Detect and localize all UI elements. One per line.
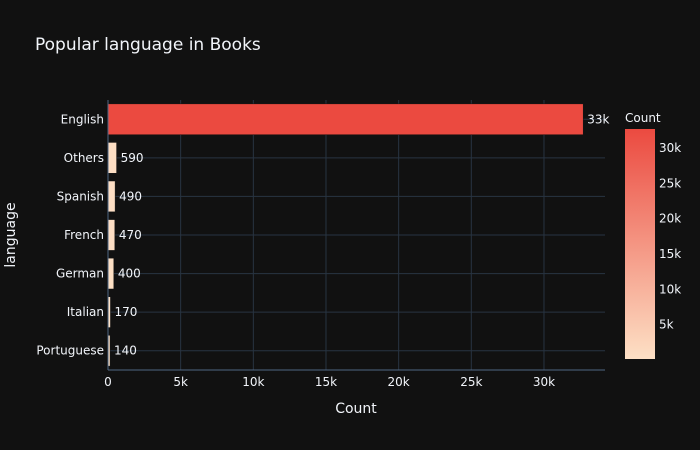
y-tick-label: French (64, 228, 104, 242)
bar-german (107, 257, 115, 290)
data-labels: 33k 590 490 470 400 170 140 (114, 112, 609, 357)
bar-spanish (107, 180, 116, 213)
x-tick-label: 20k (388, 375, 410, 389)
colorbar-tick-label: 25k (659, 176, 681, 190)
x-axis-title: Count (335, 401, 377, 417)
bar-french (107, 219, 116, 251)
gridlines (108, 100, 605, 370)
bar-others (107, 142, 117, 174)
y-tick-label: Portuguese (36, 344, 104, 358)
colorbar-tick-label: 10k (659, 282, 681, 296)
x-tick-label: 0 (104, 375, 112, 389)
y-axis-title: language (3, 202, 19, 267)
data-label: 490 (119, 189, 142, 203)
y-tick-label: German (56, 267, 104, 281)
y-tick-label: Others (64, 151, 104, 165)
data-label: 470 (119, 228, 142, 242)
y-tick-label: Italian (67, 305, 104, 319)
colorbar-tick-label: 20k (659, 212, 681, 226)
colorbar-title: Count (625, 111, 661, 125)
colorbar-gradient (625, 129, 655, 359)
colorbar-tick-label: 15k (659, 247, 681, 261)
x-tick-label: 25k (460, 375, 482, 389)
y-tick-label: English (61, 112, 104, 126)
x-tick-label: 5k (173, 375, 188, 389)
x-tick-labels: 0 5k 10k 15k 20k 25k 30k (104, 375, 555, 389)
x-tick-label: 30k (533, 375, 555, 389)
colorbar: Count 5k 10k 15k 20k 25k 30k (625, 111, 681, 359)
data-label: 170 (114, 305, 137, 319)
data-label: 33k (587, 112, 609, 126)
chart-title: Popular language in Books (35, 35, 261, 55)
colorbar-tick-label: 30k (659, 141, 681, 155)
x-tick-label: 10k (242, 375, 264, 389)
colorbar-ticks: 5k 10k 15k 20k 25k 30k (659, 141, 681, 332)
data-label: 590 (121, 151, 144, 165)
data-label: 140 (114, 344, 137, 358)
y-tick-labels: English Others Spanish French German Italian P… (36, 112, 104, 357)
y-tick-label: Spanish (57, 189, 104, 203)
data-label: 400 (118, 267, 141, 281)
bar-english (107, 103, 584, 135)
colorbar-tick-label: 5k (659, 318, 674, 332)
x-tick-label: 15k (315, 375, 337, 389)
